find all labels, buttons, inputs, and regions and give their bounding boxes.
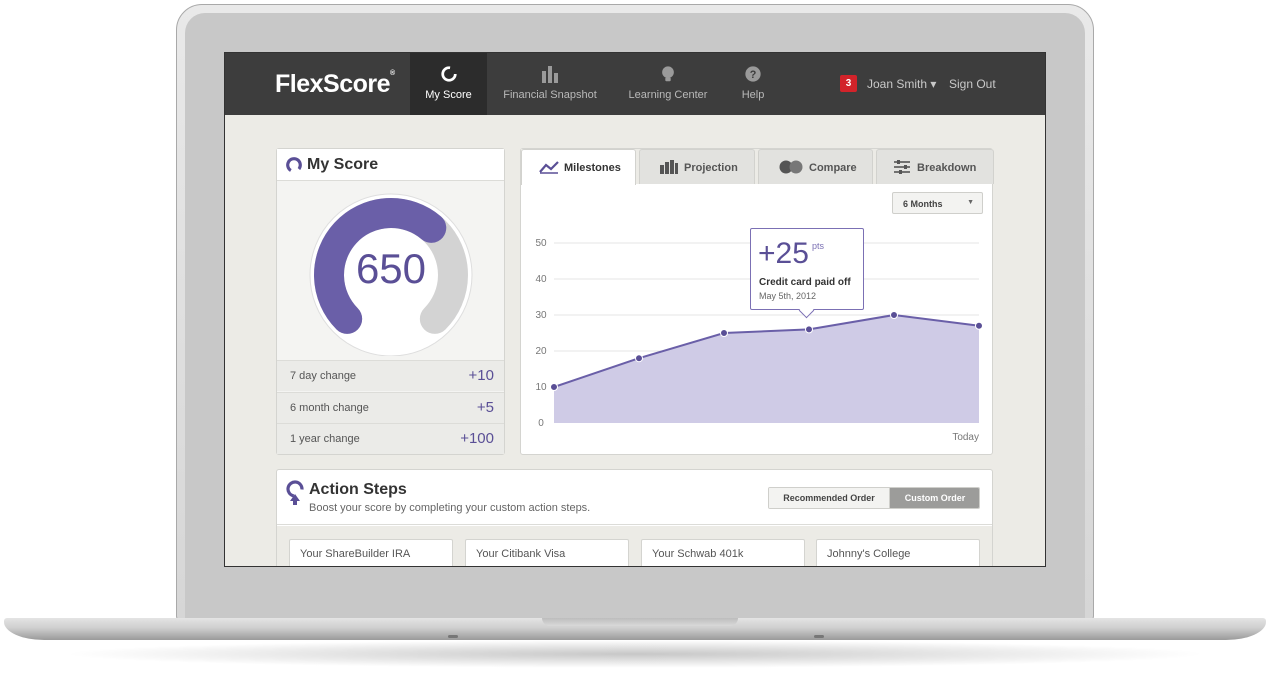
series-line	[553, 313, 980, 388]
user-menu[interactable]: Joan Smith ▾	[867, 77, 937, 91]
change-value: +10	[468, 367, 494, 384]
action-steps-title: Action Steps	[309, 481, 407, 498]
change-value: +100	[460, 430, 494, 447]
laptop-shadow	[60, 640, 1210, 668]
action-steps-subtitle: Boost your score by completing your cust…	[309, 502, 591, 514]
x-end-label: Today	[952, 432, 979, 443]
y-tick-label: 20	[535, 346, 547, 357]
compare-circles-icon	[779, 160, 803, 174]
time-range-select[interactable]: 6 Months ▼	[892, 192, 983, 214]
nav-help[interactable]: ? Help	[727, 53, 779, 115]
action-steps-list: Your ShareBuilder IRA Your Citibank Visa…	[277, 526, 992, 566]
account-card-label: Your Schwab 401k	[652, 548, 744, 560]
order-toggle: Recommended Order Custom Order	[768, 487, 980, 509]
milestones-chart-panel: Milestones Projection Compare	[520, 148, 994, 455]
score-ring-icon	[286, 157, 302, 173]
tab-label: Compare	[809, 162, 857, 174]
milestone-tooltip: +25 pts Credit card paid off May 5th, 20…	[750, 228, 864, 310]
recommended-order-button[interactable]: Recommended Order	[769, 488, 890, 508]
tooltip-unit: pts	[812, 241, 825, 251]
score-header: My Score	[277, 149, 504, 181]
trend-line-icon	[539, 161, 559, 174]
score-value: 650	[355, 245, 427, 292]
top-nav: FlexScore® My Score Financial Snapshot L…	[225, 53, 1045, 115]
laptop-foot	[814, 635, 824, 638]
data-point[interactable]	[805, 325, 813, 334]
notification-badge[interactable]: 3	[840, 75, 857, 92]
account-card[interactable]: Your Schwab 401k	[641, 539, 805, 566]
nav-my-score[interactable]: My Score	[410, 53, 487, 115]
my-score-panel: My Score 650 7 day change +10 6 month ch…	[276, 148, 505, 455]
score-gauge: 650	[305, 191, 477, 357]
account-card[interactable]: Your ShareBuilder IRA	[289, 539, 453, 566]
change-label: 1 year change	[290, 433, 360, 445]
score-ring-icon	[440, 66, 457, 82]
change-value: +5	[476, 399, 494, 416]
action-steps-icon	[286, 480, 304, 505]
nav-label: Learning Center	[628, 89, 708, 101]
change-label: 7 day change	[290, 370, 357, 382]
action-steps-panel: Action Steps Boost your score by complet…	[276, 469, 993, 566]
laptop-notch	[542, 618, 738, 626]
change-row-6-month: 6 month change +5	[277, 392, 504, 423]
app-screen: FlexScore® My Score Financial Snapshot L…	[224, 52, 1046, 567]
change-row-1-year: 1 year change +100	[277, 423, 504, 454]
nav-financial-snapshot[interactable]: Financial Snapshot	[493, 53, 607, 115]
projection-bars-icon	[660, 160, 678, 174]
data-point[interactable]	[975, 321, 983, 330]
sign-out-link[interactable]: Sign Out	[949, 77, 996, 91]
lightbulb-icon	[662, 66, 674, 82]
data-point[interactable]	[720, 329, 728, 337]
data-point[interactable]	[890, 311, 898, 319]
sliders-icon	[894, 160, 910, 174]
data-point[interactable]	[635, 354, 643, 363]
change-label: 6 month change	[290, 402, 369, 414]
logo-mark: ®	[390, 70, 395, 77]
account-card[interactable]: Your Citibank Visa	[465, 539, 629, 566]
area-fill	[554, 315, 979, 423]
bar-chart-icon	[542, 66, 558, 83]
tab-label: Projection	[684, 162, 738, 174]
score-gauge-graphic	[309, 193, 473, 357]
custom-order-button[interactable]: Custom Order	[890, 488, 979, 508]
tab-label: Milestones	[564, 162, 621, 174]
laptop-base	[4, 618, 1266, 640]
data-point[interactable]	[550, 383, 558, 391]
svg-text:?: ?	[750, 69, 757, 81]
question-icon: ?	[745, 66, 761, 82]
nav-learning-center[interactable]: Learning Center	[618, 53, 718, 115]
tooltip-points: +25	[758, 237, 809, 270]
tab-projection[interactable]: Projection	[639, 149, 755, 184]
tab-compare[interactable]: Compare	[758, 149, 873, 184]
action-steps-header: Action Steps Boost your score by complet…	[277, 470, 992, 525]
tab-breakdown[interactable]: Breakdown	[876, 149, 994, 184]
tooltip-date: May 5th, 2012	[759, 291, 817, 301]
flexscore-logo[interactable]: FlexScore®	[275, 70, 395, 99]
tab-label: Breakdown	[917, 162, 977, 174]
logo-text: FlexScore	[275, 70, 391, 98]
nav-label: Financial Snapshot	[503, 89, 597, 101]
y-tick-label: 50	[535, 238, 547, 249]
nav-label: My Score	[425, 89, 472, 101]
tooltip-title: Credit card paid off	[759, 277, 851, 288]
account-card-label: Johnny's College	[827, 548, 911, 560]
y-tick-label: 10	[535, 382, 547, 393]
change-row-7-day: 7 day change +10	[277, 360, 504, 391]
time-range-value: 6 Months	[903, 199, 943, 209]
account-card[interactable]: Johnny's College	[816, 539, 980, 566]
chevron-down-icon: ▼	[967, 199, 974, 206]
y-tick-label: 30	[535, 310, 547, 321]
tab-milestones[interactable]: Milestones	[521, 149, 636, 185]
laptop-foot	[448, 635, 458, 638]
gauge-fill	[314, 198, 447, 334]
y-tick-label: 0	[538, 418, 544, 429]
nav-label: Help	[741, 89, 765, 101]
y-tick-label: 40	[535, 274, 547, 285]
score-title: My Score	[307, 156, 379, 173]
account-card-label: Your Citibank Visa	[476, 548, 566, 560]
account-card-label: Your ShareBuilder IRA	[300, 548, 411, 560]
chart-tabs: Milestones Projection Compare	[521, 149, 994, 185]
